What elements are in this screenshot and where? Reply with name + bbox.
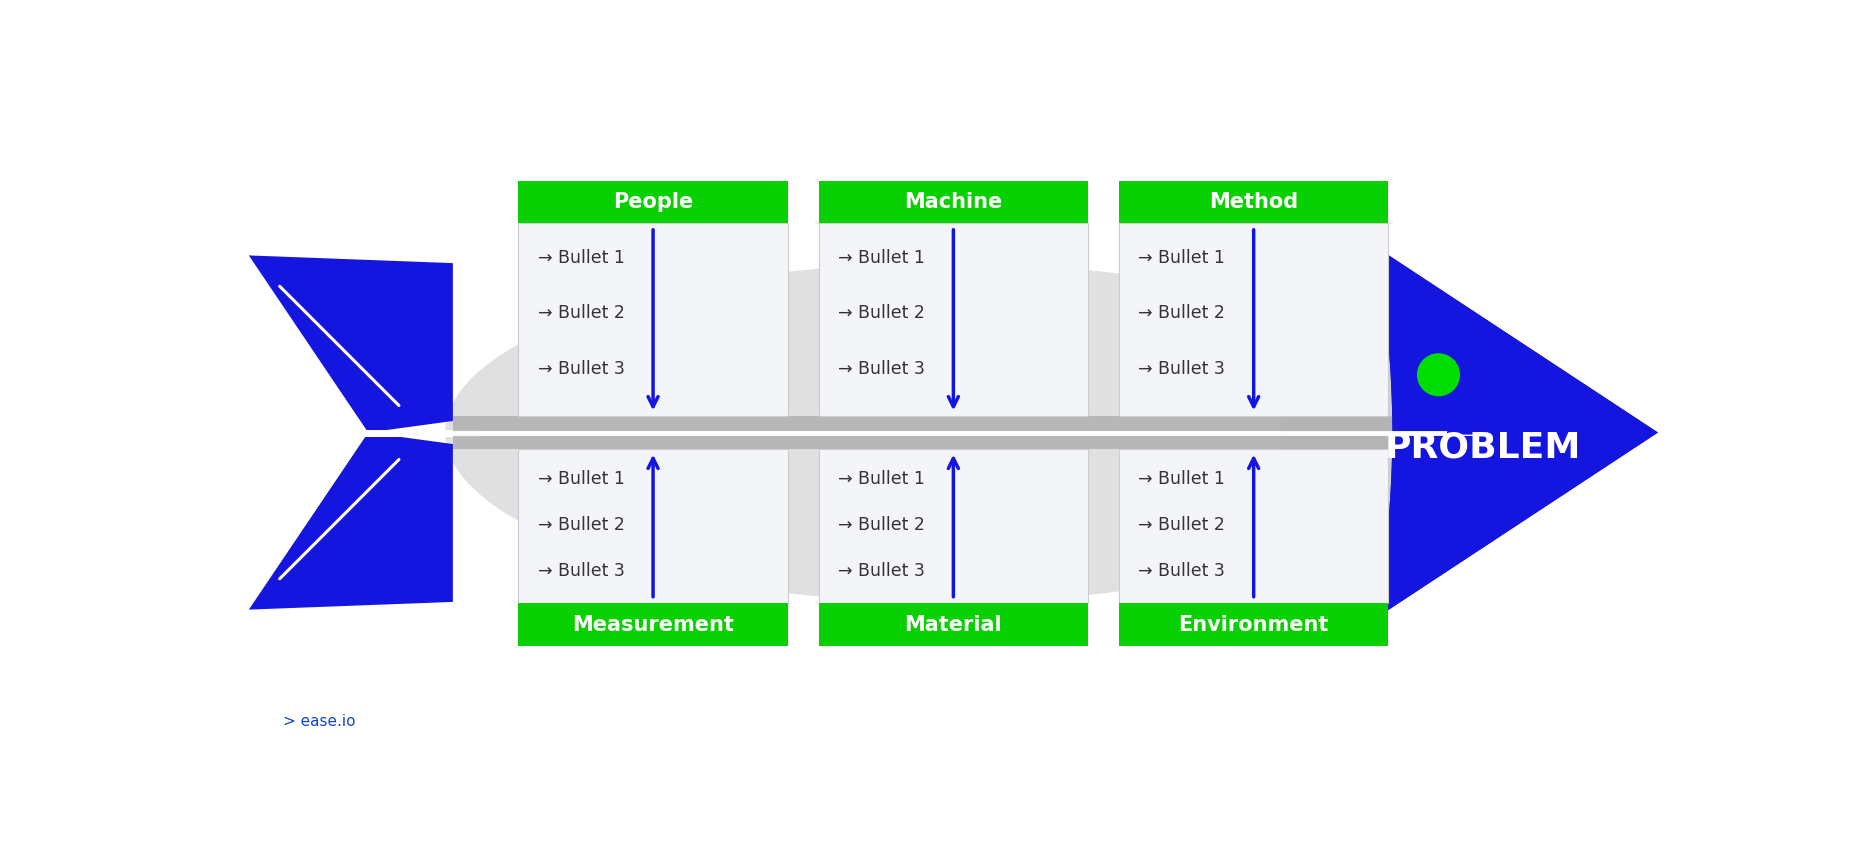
Text: → Bullet 2: → Bullet 2	[538, 516, 625, 534]
Text: Environment: Environment	[1178, 614, 1329, 635]
Text: → Bullet 1: → Bullet 1	[1139, 249, 1225, 267]
Text: → Bullet 1: → Bullet 1	[837, 469, 925, 487]
Polygon shape	[249, 432, 452, 610]
Bar	[452, 415, 1439, 450]
Bar	[1118, 603, 1388, 646]
Text: → Bullet 2: → Bullet 2	[1139, 305, 1225, 322]
Polygon shape	[249, 256, 452, 432]
Text: → Bullet 1: → Bullet 1	[538, 249, 625, 267]
Bar	[819, 603, 1089, 646]
Bar	[819, 223, 1089, 415]
Text: → Bullet 2: → Bullet 2	[1139, 516, 1225, 534]
Bar	[819, 450, 1089, 603]
Bar	[519, 450, 787, 603]
Bar	[819, 181, 1089, 223]
Text: → Bullet 3: → Bullet 3	[837, 360, 925, 378]
Text: → Bullet 3: → Bullet 3	[837, 562, 925, 580]
Text: → Bullet 3: → Bullet 3	[538, 562, 625, 580]
Text: PROBLEM: PROBLEM	[1385, 431, 1582, 465]
Text: Material: Material	[904, 614, 1003, 635]
Polygon shape	[938, 217, 1092, 415]
Text: Measurement: Measurement	[571, 614, 733, 635]
Text: Machine: Machine	[904, 192, 1003, 212]
Text: People: People	[612, 192, 692, 212]
Bar	[519, 223, 787, 415]
Text: → Bullet 2: → Bullet 2	[837, 305, 925, 322]
Circle shape	[1416, 353, 1461, 396]
Text: → Bullet 3: → Bullet 3	[1139, 360, 1225, 378]
Text: → Bullet 3: → Bullet 3	[538, 360, 625, 378]
Polygon shape	[1353, 233, 1658, 632]
Bar	[1118, 181, 1388, 223]
Text: → Bullet 1: → Bullet 1	[837, 249, 925, 267]
Polygon shape	[938, 450, 1092, 617]
Bar	[1118, 223, 1388, 415]
Ellipse shape	[445, 263, 1446, 602]
Text: → Bullet 3: → Bullet 3	[1139, 562, 1225, 580]
Text: Method: Method	[1210, 192, 1299, 212]
Text: → Bullet 2: → Bullet 2	[837, 516, 925, 534]
Text: → Bullet 1: → Bullet 1	[1139, 469, 1225, 487]
Ellipse shape	[1280, 287, 1474, 579]
Bar	[519, 181, 787, 223]
Bar	[1118, 450, 1388, 603]
Text: → Bullet 1: → Bullet 1	[538, 469, 625, 487]
Text: > ease.io: > ease.io	[283, 714, 355, 729]
Bar	[519, 603, 787, 646]
Polygon shape	[1353, 233, 1658, 632]
Text: → Bullet 2: → Bullet 2	[538, 305, 625, 322]
